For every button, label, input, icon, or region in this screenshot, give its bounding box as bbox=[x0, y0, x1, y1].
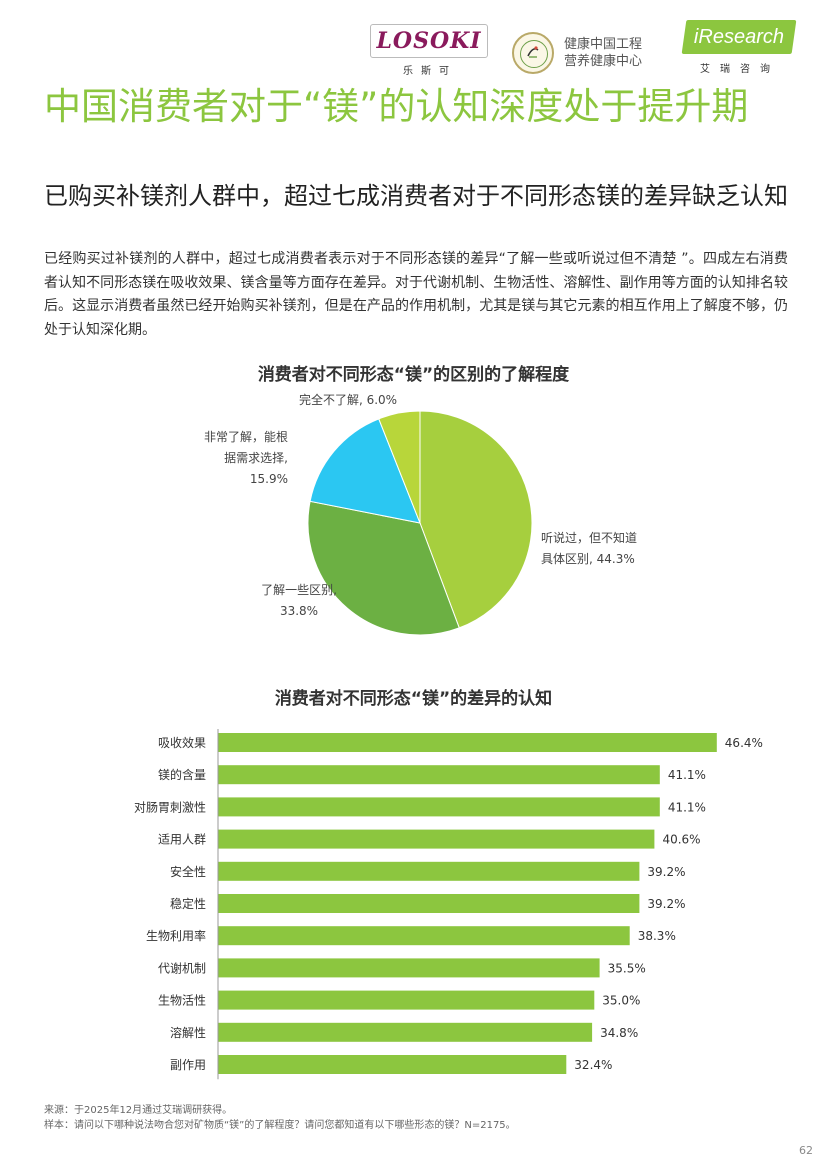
losoki-chinese-name: 乐斯可 bbox=[403, 66, 457, 77]
bar bbox=[218, 829, 655, 849]
bar bbox=[218, 765, 660, 785]
page-subtitle: 已购买补镁剂人群中，超过七成消费者对于不同形态镁的差异缺乏认知 bbox=[44, 182, 788, 210]
bar-category-label: 副作用 bbox=[170, 1058, 206, 1072]
bar-value-label: 46.4% bbox=[725, 736, 763, 750]
page-number: 62 bbox=[799, 1144, 813, 1157]
pie-slice-label: 具体区别, 44.3% bbox=[541, 552, 635, 566]
pie-slice bbox=[378, 410, 421, 524]
pie-slice-label: 33.8% bbox=[280, 604, 318, 618]
bar bbox=[218, 926, 630, 946]
bar-value-label: 41.1% bbox=[668, 768, 706, 782]
health-china-logo: 健康中国工程 营养健康中心 bbox=[512, 30, 662, 76]
footer-source: 来源：于2025年12月通过艾瑞调研获得。 bbox=[44, 1105, 233, 1116]
pie-slice bbox=[419, 410, 533, 629]
bar bbox=[218, 990, 595, 1010]
pie-chart-title: 消费者对不同形态“镁”的区别的了解程度 bbox=[257, 365, 570, 385]
bar-value-label: 32.4% bbox=[574, 1058, 612, 1072]
bar-category-label: 溶解性 bbox=[170, 1025, 206, 1040]
intro-paragraph: 已经购买过补镁剂的人群中，超过七成消费者表示对于不同形态镁的差异“了解一些或听说… bbox=[44, 251, 788, 338]
health-line-2: 营养健康中心 bbox=[564, 54, 643, 69]
pie-slice-label: 了解一些区别, bbox=[261, 583, 337, 597]
bar-value-label: 38.3% bbox=[638, 929, 676, 943]
pie-slice-label: 完全不了解, 6.0% bbox=[299, 392, 397, 407]
losoki-logo: LOSOKI 乐斯可 bbox=[370, 24, 490, 80]
bar-category-label: 镁的含量 bbox=[158, 767, 206, 782]
losoki-wordmark: LOSOKI bbox=[376, 28, 482, 54]
bar-value-label: 34.8% bbox=[600, 1026, 638, 1040]
bar-value-label: 35.0% bbox=[602, 994, 640, 1008]
bar-category-label: 适用人群 bbox=[158, 833, 206, 847]
bar-category-label: 吸收效果 bbox=[158, 735, 206, 750]
bar bbox=[218, 894, 640, 913]
bar-category-label: 对肠胃刺激性 bbox=[134, 800, 206, 814]
bar-value-label: 39.2% bbox=[647, 865, 685, 879]
health-seal-icon bbox=[512, 32, 554, 74]
bar bbox=[218, 797, 660, 817]
bar-category-label: 稳定性 bbox=[170, 896, 206, 911]
pie-slice-label: 据需求选择, bbox=[224, 451, 288, 465]
bar-category-label: 生物活性 bbox=[158, 994, 206, 1008]
bar-chart: 吸收效果 46.4% 镁的含量 41.1% 对肠胃刺激性 41.1% 适用人群 40.6% 安全… bbox=[134, 729, 763, 1080]
bar bbox=[218, 1022, 593, 1042]
bar bbox=[218, 861, 640, 881]
pie-slice-label: 15.9% bbox=[250, 472, 288, 486]
bar bbox=[218, 1055, 567, 1074]
pie-slice bbox=[307, 500, 460, 636]
iresearch-logo: iResearch 艾瑞咨询 bbox=[681, 20, 797, 78]
bar bbox=[218, 733, 717, 752]
bar-category-label: 生物利用率 bbox=[146, 928, 206, 943]
bar bbox=[218, 958, 600, 978]
bar-chart-title: 消费者对不同形态“镁”的差异的认知 bbox=[274, 689, 553, 709]
bar-category-label: 代谢机制 bbox=[158, 960, 206, 975]
bar-value-label: 40.6% bbox=[662, 833, 700, 847]
pie-slice-label: 非常了解，能根 bbox=[204, 430, 288, 444]
footer-sample: 样本：请问以下哪种说法吻合您对矿物质“镁”的了解程度？请问您都知道有以下哪些形态… bbox=[44, 1120, 516, 1131]
health-line-1: 健康中国工程 bbox=[564, 37, 643, 52]
page-title: 中国消费者对于“镁”的认知深度处于提升期 bbox=[44, 85, 749, 128]
bar-value-label: 41.1% bbox=[668, 800, 706, 814]
pie-slice-label: 听说过，但不知道 bbox=[541, 530, 637, 545]
pie-slice bbox=[309, 418, 421, 524]
bar-value-label: 35.5% bbox=[608, 961, 646, 975]
bar-value-label: 39.2% bbox=[647, 897, 685, 911]
iresearch-chinese-name: 艾瑞咨询 bbox=[700, 64, 780, 75]
bar-category-label: 安全性 bbox=[170, 864, 206, 879]
